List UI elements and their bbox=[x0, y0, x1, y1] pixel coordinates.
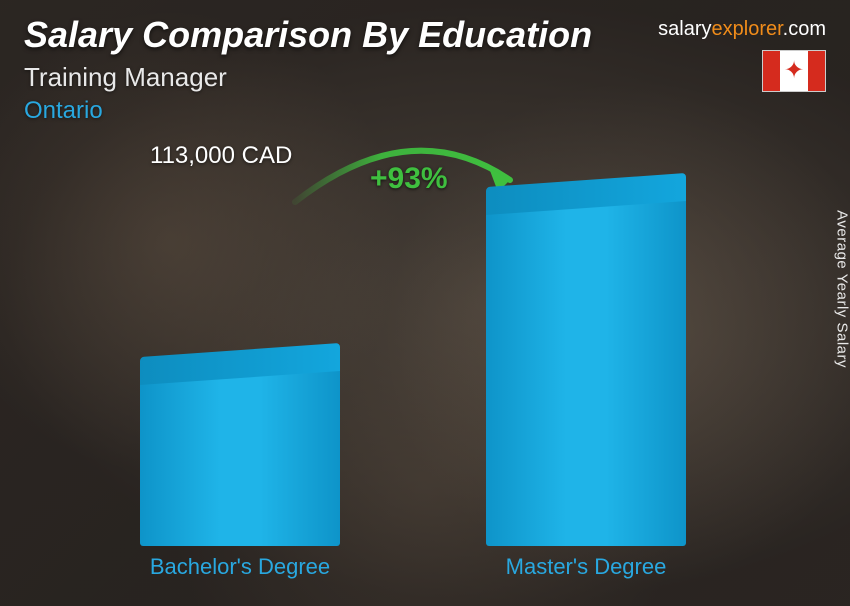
flag-right-band bbox=[808, 51, 825, 91]
flag-center-band: ✦ bbox=[780, 51, 809, 91]
job-title: Training Manager bbox=[24, 62, 826, 93]
bar-front-face bbox=[486, 194, 686, 546]
brand-wordmark: salaryexplorer.com bbox=[658, 18, 826, 41]
bar-master: 219,000 CAD bbox=[486, 194, 686, 546]
y-axis-label: Average Yearly Salary bbox=[834, 210, 850, 368]
percentage-increase-badge: +93% bbox=[370, 162, 448, 196]
bar-value-bachelor: 113,000 CAD bbox=[150, 142, 292, 170]
brand-suffix: .com bbox=[783, 18, 826, 40]
bar-label-master: Master's Degree bbox=[486, 554, 686, 580]
country-flag-icon: ✦ bbox=[762, 50, 826, 92]
bar-label-bachelor: Bachelor's Degree bbox=[140, 554, 340, 580]
location: Ontario bbox=[24, 97, 826, 125]
chart-area: +93% 113,000 CAD Bachelor's Degree 219,0… bbox=[0, 150, 850, 586]
maple-leaf-icon: ✦ bbox=[784, 59, 804, 83]
brand-mid: explorer bbox=[712, 18, 783, 40]
bar-bachelor: 113,000 CAD bbox=[140, 364, 340, 546]
flag-left-band bbox=[763, 51, 780, 91]
brand-prefix: salary bbox=[658, 18, 711, 40]
bar-front-face bbox=[140, 364, 340, 546]
